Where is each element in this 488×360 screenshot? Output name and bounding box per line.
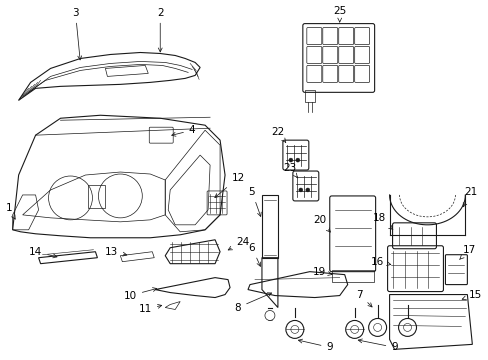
Text: 9: 9 <box>298 339 332 352</box>
Circle shape <box>298 188 302 192</box>
Text: 4: 4 <box>171 125 195 136</box>
Circle shape <box>295 158 299 162</box>
Text: 8: 8 <box>234 293 271 312</box>
Text: 13: 13 <box>104 247 126 257</box>
Text: 12: 12 <box>214 173 244 198</box>
Text: 11: 11 <box>139 305 162 315</box>
Text: 17: 17 <box>459 245 475 260</box>
Text: 24: 24 <box>228 237 249 250</box>
Text: 18: 18 <box>372 213 392 229</box>
Text: 3: 3 <box>72 8 81 60</box>
Text: 5: 5 <box>248 187 261 216</box>
Text: 7: 7 <box>356 289 371 307</box>
Text: 21: 21 <box>462 187 477 207</box>
Text: 9: 9 <box>358 339 397 352</box>
Circle shape <box>288 158 292 162</box>
Text: 15: 15 <box>461 289 481 300</box>
Text: 10: 10 <box>123 288 157 301</box>
Text: 23: 23 <box>283 163 297 178</box>
Text: 2: 2 <box>157 8 163 52</box>
Text: 6: 6 <box>248 243 260 266</box>
Text: 25: 25 <box>332 6 346 22</box>
Text: 20: 20 <box>313 215 330 232</box>
Text: 1: 1 <box>5 203 15 219</box>
Text: 16: 16 <box>370 257 390 267</box>
Text: 14: 14 <box>29 247 57 258</box>
Text: 19: 19 <box>312 267 331 276</box>
Text: 22: 22 <box>271 127 285 143</box>
Circle shape <box>305 188 309 192</box>
